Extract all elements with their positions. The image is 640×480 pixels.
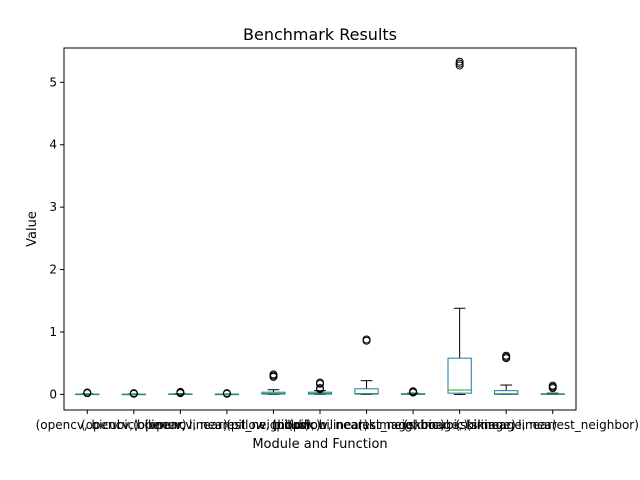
x-tick-label: (pillow, bilinear) (272, 418, 369, 432)
y-tick-label: 2 (49, 263, 57, 277)
y-axis-label: Value (25, 211, 40, 247)
y-tick-label: 3 (49, 200, 57, 214)
outlier-point (129, 389, 138, 398)
box-iqr (494, 390, 519, 395)
outlier-point (176, 387, 185, 396)
box-group (400, 387, 426, 397)
x-axis: (opencv, bicubic)(opencv, bilinear)(open… (36, 410, 639, 432)
box-group (261, 370, 286, 395)
outlier-point (362, 335, 371, 344)
x-tick-label: (opencv, linear) (133, 418, 228, 432)
outlier-point (316, 378, 324, 387)
box-group (447, 57, 472, 395)
box-group (354, 335, 379, 395)
x-tick-label: (skimage, bilinear) (403, 418, 515, 432)
x-tick-label: (opencv, bilinear) (81, 418, 187, 432)
box-group (540, 381, 565, 395)
outlier-point (222, 389, 231, 398)
x-tick-label: (pillow, nearest_neighbor) (288, 418, 445, 432)
x-axis-label: Module and Function (252, 437, 387, 452)
box-group (214, 389, 240, 398)
outlier-point (409, 387, 418, 396)
box-iqr (447, 357, 472, 394)
box-group (307, 378, 333, 395)
box-group (75, 388, 100, 398)
axes-frame (63, 47, 577, 411)
outlier-point (83, 388, 92, 397)
outlier-point (548, 381, 557, 390)
box-group (168, 387, 193, 398)
chart-title: Benchmark Results (243, 25, 397, 44)
outlier-point (455, 57, 464, 66)
plot-area (75, 57, 565, 398)
x-tick-label: (pillow, bicubic) (226, 418, 320, 432)
y-tick-label: 5 (49, 75, 57, 89)
outlier-point (316, 384, 324, 393)
box-group (494, 351, 519, 395)
y-tick-label: 1 (49, 325, 57, 339)
y-tick-label: 0 (49, 387, 57, 401)
x-tick-label: (opencv, nearest_neighbor) (144, 418, 309, 432)
y-axis: 0 1 2 3 4 5 (49, 75, 64, 401)
outlier-point (269, 370, 278, 379)
y-tick-label: 4 (49, 138, 57, 152)
box-iqr (354, 388, 379, 395)
x-tick-label: (skimage, linear) (455, 418, 557, 432)
x-tick-label: (skimage, bicubic) (358, 418, 468, 432)
box-group (121, 389, 146, 398)
outlier-point (502, 351, 511, 360)
x-tick-label: (opencv, bicubic) (36, 418, 139, 432)
x-tick-label: (skimage, nearest_neighbor) (467, 418, 639, 432)
